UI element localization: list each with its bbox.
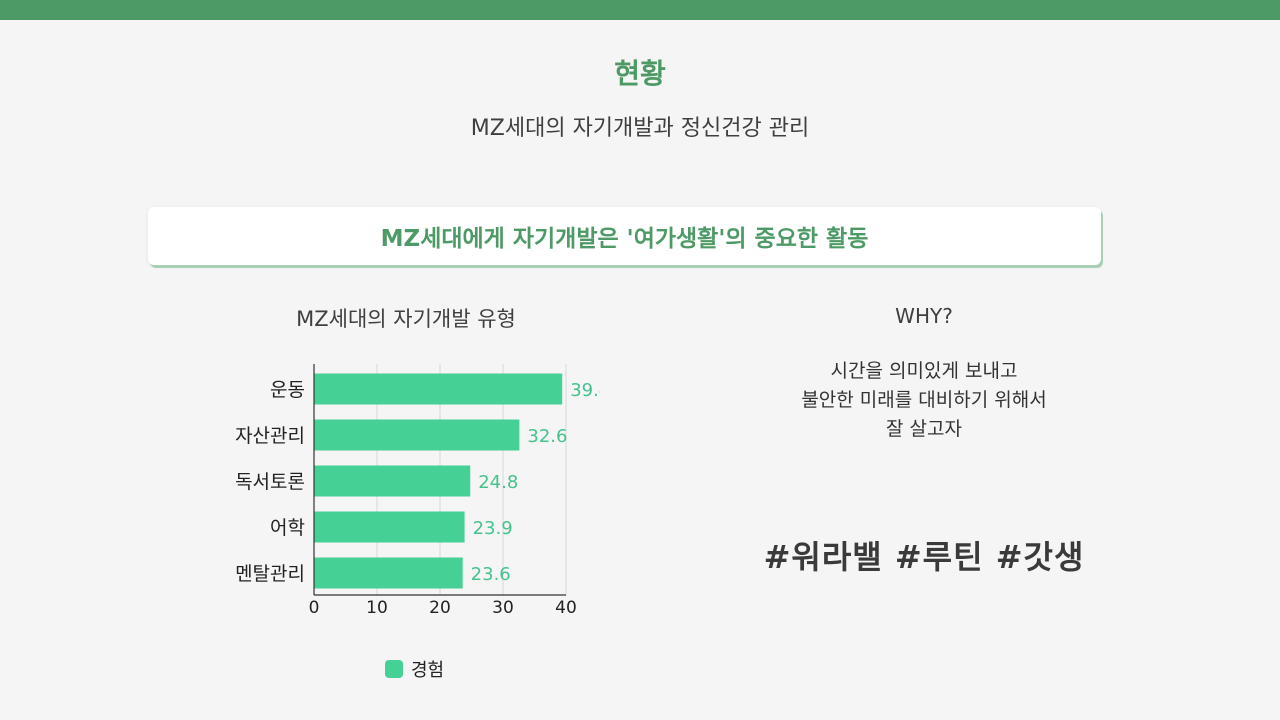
banner-text: MZ세대에게 자기개발은 '여가생활'의 중요한 활동 xyxy=(380,226,869,252)
bar xyxy=(314,511,465,543)
bar-chart: 운동 39.4 자산관리 32.6 독서토론 24.8 어학 23.9 멘탈관리 23.6 0 10 2… xyxy=(235,364,600,618)
value-label: 39.4 xyxy=(570,380,600,401)
x-tick-label: 40 xyxy=(555,598,577,618)
x-tick-label: 0 xyxy=(309,598,320,618)
bar xyxy=(314,465,471,497)
x-tick-label: 20 xyxy=(429,598,451,618)
chart-title: MZ세대의 자기개발 유형 xyxy=(296,307,516,331)
page-title: 현황 xyxy=(614,57,666,90)
page-subtitle: MZ세대의 자기개발과 정신건강 관리 xyxy=(470,116,810,141)
x-tick-label: 10 xyxy=(366,598,388,618)
headline-banner: MZ세대에게 자기개발은 '여가생활'의 중요한 활동 xyxy=(148,207,1101,265)
category-label: 운동 xyxy=(270,379,305,401)
legend-label: 경험 xyxy=(411,660,445,681)
bar xyxy=(314,557,463,589)
why-title: WHY? xyxy=(895,304,953,328)
category-label: 어학 xyxy=(270,517,305,539)
legend-swatch xyxy=(385,660,403,678)
why-line-2: 불안한 미래를 대비하기 위해서 xyxy=(801,389,1047,411)
why-line-1: 시간을 의미있게 보내고 xyxy=(830,360,1018,382)
why-text: 시간을 의미있게 보내고 불안한 미래를 대비하기 위해서 잘 살고자 xyxy=(744,357,1104,444)
why-line-3: 잘 살고자 xyxy=(886,418,962,440)
bar xyxy=(314,419,520,451)
bar xyxy=(314,373,563,405)
chart-legend: 경험 xyxy=(385,656,444,682)
category-label: 멘탈관리 xyxy=(235,563,305,585)
value-label: 23.9 xyxy=(473,518,513,539)
category-label: 독서토론 xyxy=(235,471,305,493)
value-label: 32.6 xyxy=(527,426,567,447)
value-label: 24.8 xyxy=(478,472,518,493)
category-label: 자산관리 xyxy=(235,425,305,447)
x-tick-label: 30 xyxy=(492,598,514,618)
value-label: 23.6 xyxy=(471,564,511,585)
hashtags: #워라밸 #루틴 #갓생 xyxy=(763,538,1085,576)
top-accent-bar xyxy=(0,0,1280,20)
